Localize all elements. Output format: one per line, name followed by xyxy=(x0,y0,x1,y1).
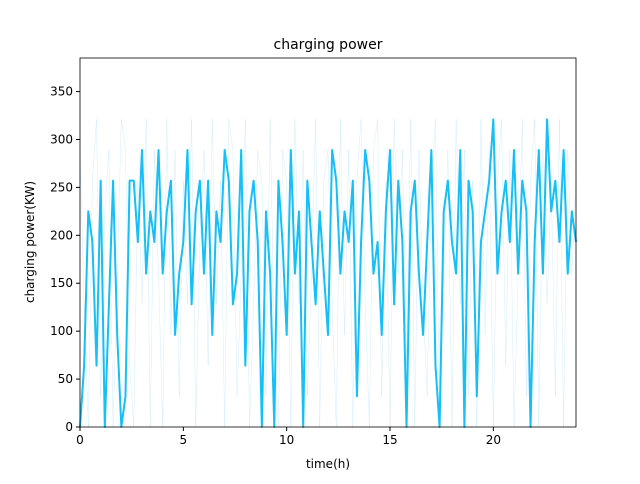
x-tick-label: 5 xyxy=(180,433,188,447)
x-tick-label: 20 xyxy=(486,433,501,447)
y-tick-label: 200 xyxy=(50,228,73,242)
data-line xyxy=(79,118,577,428)
x-tick-label: 10 xyxy=(279,433,294,447)
y-axis-label: charging power(KW) xyxy=(23,181,37,303)
y-tick-label: 250 xyxy=(50,180,73,194)
y-tick-label: 0 xyxy=(65,420,73,434)
plot-frame xyxy=(79,57,577,428)
y-tick-label: 350 xyxy=(50,85,73,99)
y-tick-label: 50 xyxy=(58,372,73,386)
y-tick-label: 100 xyxy=(50,324,73,338)
x-tick-label: 15 xyxy=(382,433,397,447)
y-tick-label: 150 xyxy=(50,276,73,290)
y-tick-label: 300 xyxy=(50,132,73,146)
data-line xyxy=(79,119,577,428)
x-tick-label: 0 xyxy=(76,433,84,447)
chart-title: charging power xyxy=(274,37,383,53)
x-axis-label: time(h) xyxy=(306,457,350,471)
